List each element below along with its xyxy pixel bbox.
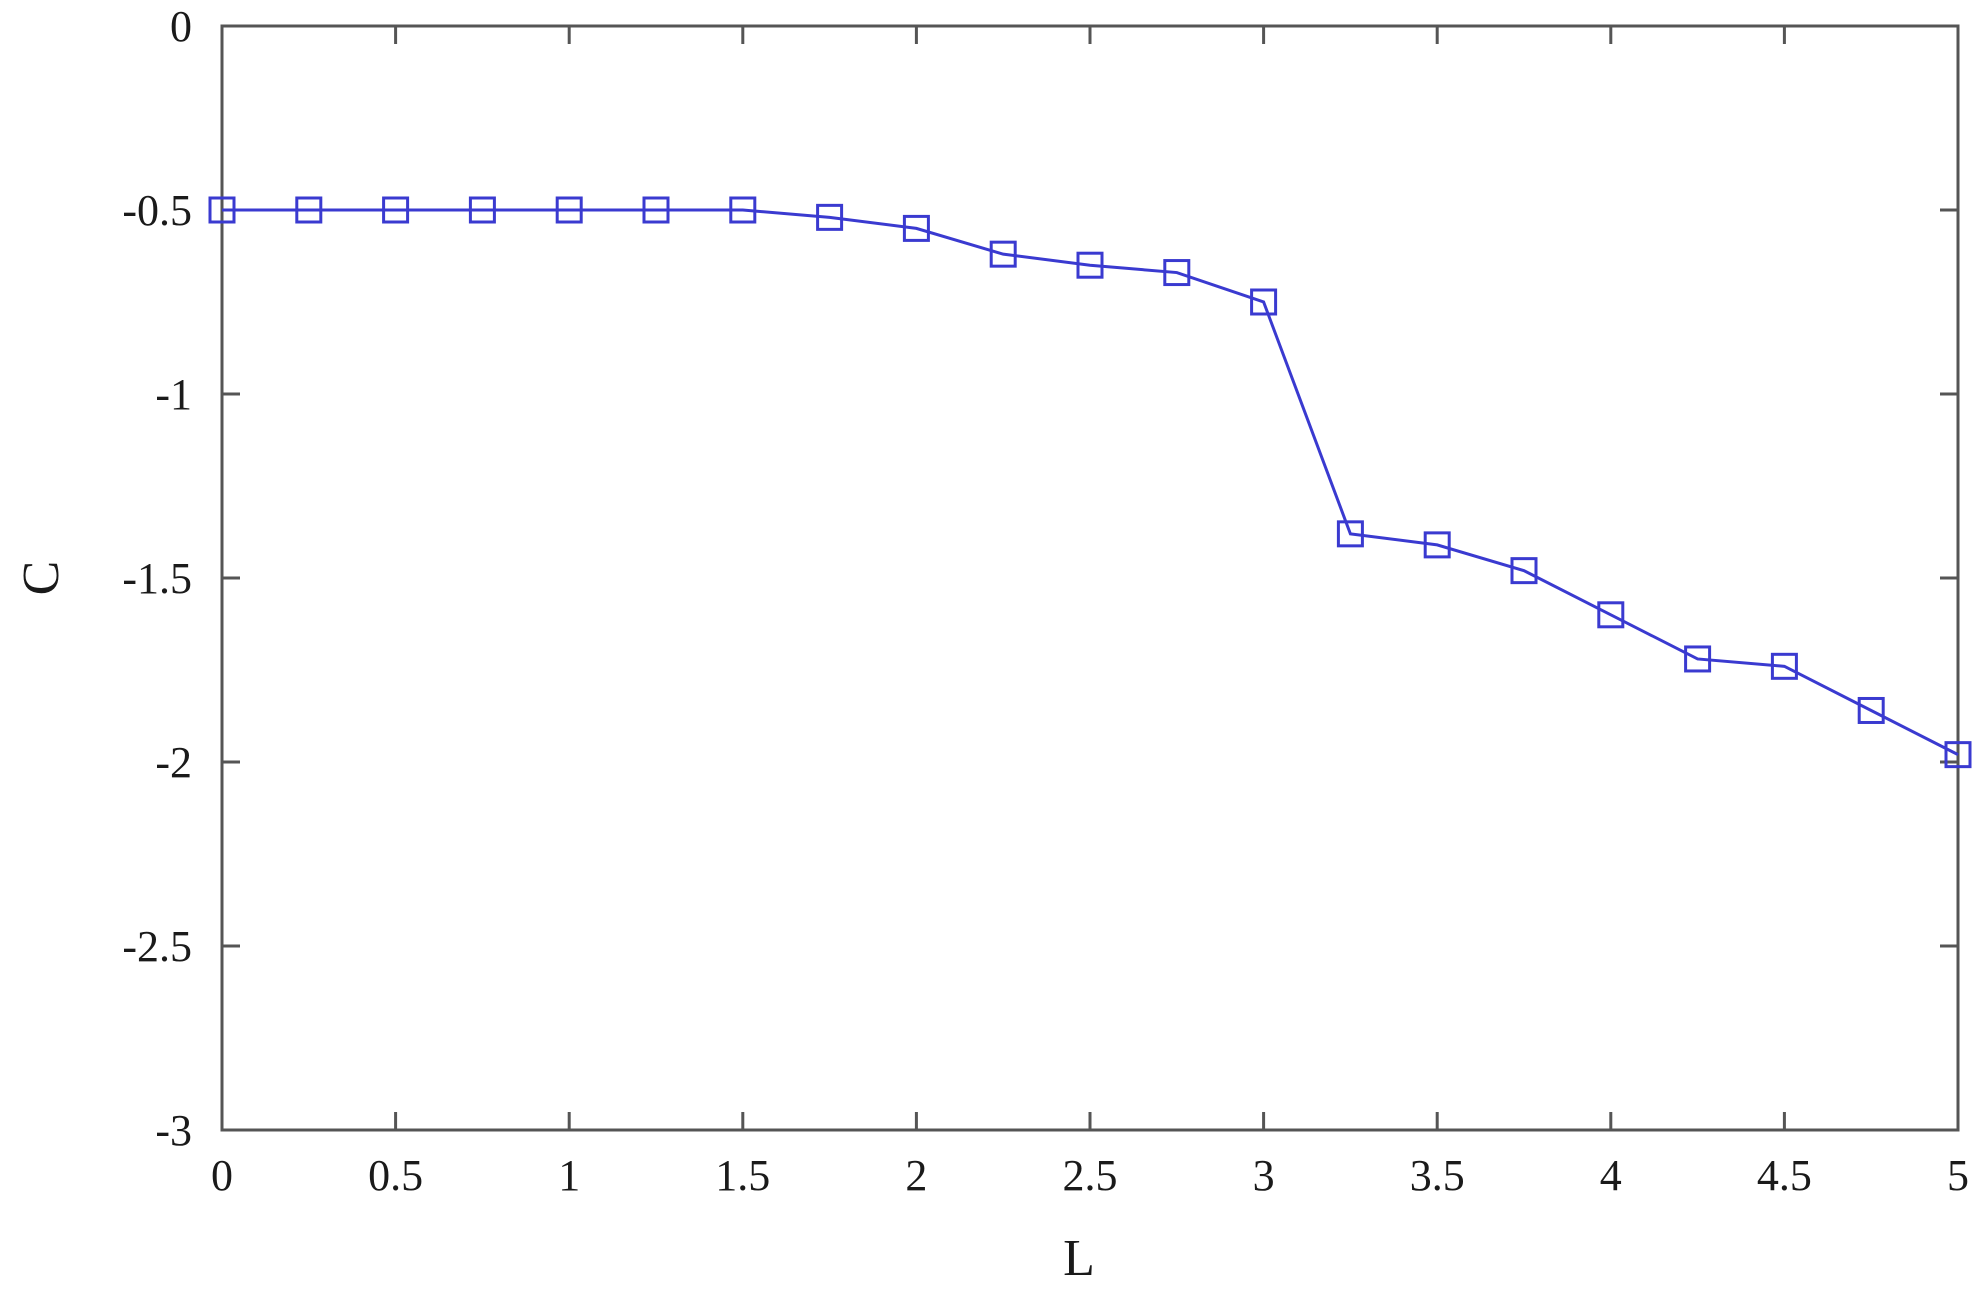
y-axis-label: C bbox=[13, 561, 70, 596]
data-point-marker bbox=[1423, 531, 1451, 559]
data-point-marker bbox=[1076, 251, 1104, 279]
axes bbox=[220, 24, 1960, 1132]
y-tick-label: -1 bbox=[155, 370, 192, 419]
series-line bbox=[222, 208, 1959, 756]
series-layer bbox=[208, 196, 1972, 769]
y-tick-label: -0.5 bbox=[122, 186, 192, 235]
data-point-marker bbox=[1597, 601, 1625, 629]
data-point-marker bbox=[1684, 645, 1712, 673]
y-tick-labels: 0 -0.5 -1 -1.5 -2 -2.5 -3 bbox=[122, 2, 192, 1155]
x-tick-label: 4.5 bbox=[1757, 1151, 1812, 1200]
x-tick-label: 5 bbox=[1947, 1151, 1969, 1200]
data-point-marker bbox=[555, 196, 583, 224]
x-tick-label: 0.5 bbox=[368, 1151, 423, 1200]
y-tick-label: -2.5 bbox=[122, 922, 192, 971]
data-point-marker bbox=[1510, 557, 1538, 585]
plot-frame bbox=[220, 24, 1960, 1132]
data-point-marker bbox=[1944, 741, 1972, 769]
tick-marks bbox=[220, 24, 1960, 1132]
data-point-marker bbox=[729, 196, 757, 224]
data-point-marker bbox=[1163, 259, 1191, 287]
x-axis-label: L bbox=[1063, 1230, 1095, 1287]
y-tick-label: -1.5 bbox=[122, 554, 192, 603]
data-point-marker bbox=[989, 240, 1017, 268]
x-tick-label: 2 bbox=[905, 1151, 927, 1200]
x-tick-label: 3.5 bbox=[1410, 1151, 1465, 1200]
y-tick-label: 0 bbox=[170, 2, 192, 51]
data-point-marker bbox=[1336, 520, 1364, 548]
data-point-marker bbox=[295, 196, 323, 224]
x-tick-label: 4 bbox=[1600, 1151, 1622, 1200]
data-point-marker bbox=[208, 196, 236, 224]
data-point-marker bbox=[382, 196, 410, 224]
data-point-marker bbox=[1857, 696, 1885, 724]
data-point-marker bbox=[816, 203, 844, 231]
y-tick-label: -3 bbox=[155, 1106, 192, 1155]
x-tick-labels: 0 0.5 1 1.5 2 2.5 3 3.5 4 4.5 5 bbox=[211, 1151, 1969, 1200]
data-point-marker bbox=[1250, 288, 1278, 316]
y-tick-label: -2 bbox=[155, 738, 192, 787]
x-tick-label: 3 bbox=[1253, 1151, 1275, 1200]
data-point-marker bbox=[902, 214, 930, 242]
x-tick-label: 1.5 bbox=[715, 1151, 770, 1200]
data-point-marker bbox=[1770, 652, 1798, 680]
data-point-marker bbox=[468, 196, 496, 224]
x-tick-label: 2.5 bbox=[1063, 1151, 1118, 1200]
x-tick-label: 0 bbox=[211, 1151, 233, 1200]
x-tick-label: 1 bbox=[558, 1151, 580, 1200]
data-point-marker bbox=[642, 196, 670, 224]
